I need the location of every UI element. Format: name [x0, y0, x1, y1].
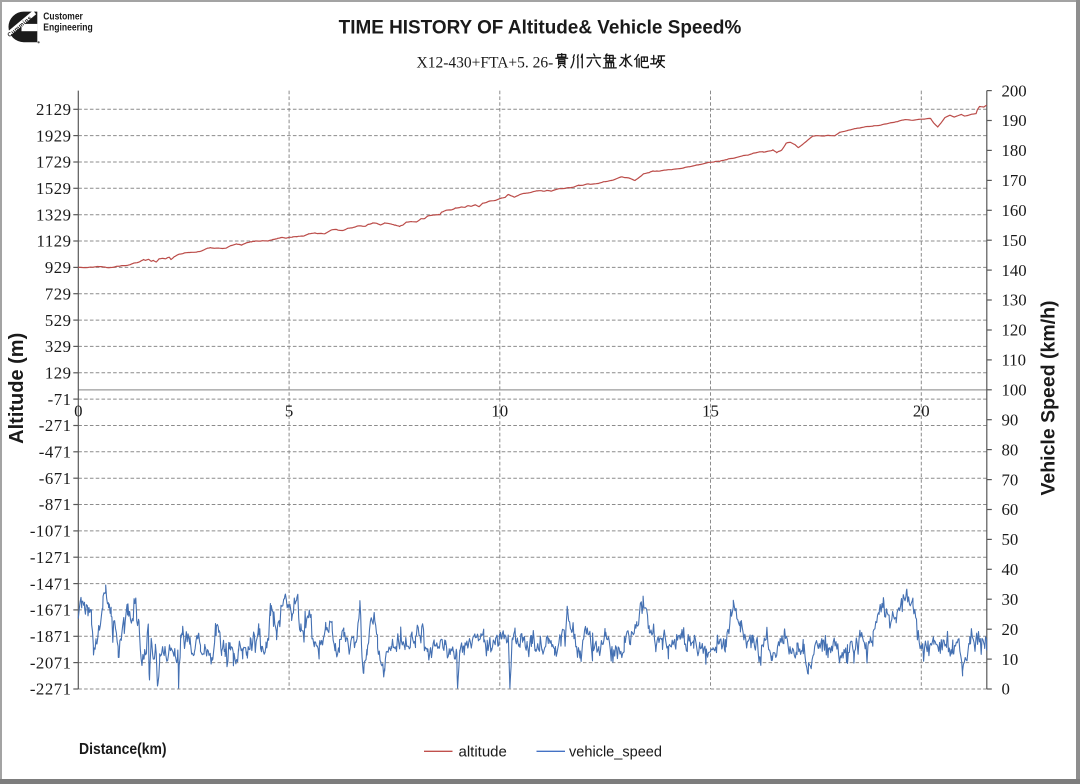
svg-text:30: 30 [1002, 590, 1019, 609]
svg-text:20: 20 [913, 401, 930, 420]
svg-text:60: 60 [1002, 500, 1019, 519]
svg-text:X12-430+FTA+5. 26-: X12-430+FTA+5. 26- [417, 55, 554, 72]
svg-text:-1871: -1871 [30, 627, 72, 646]
svg-text:2129: 2129 [36, 100, 72, 119]
svg-text:Altitude (m): Altitude (m) [6, 333, 28, 444]
svg-text:70: 70 [1002, 470, 1019, 489]
svg-text:-1671: -1671 [30, 601, 72, 620]
svg-text:-1071: -1071 [30, 522, 72, 541]
svg-text:110: 110 [1002, 351, 1027, 370]
svg-text:10: 10 [491, 401, 508, 420]
svg-text:1929: 1929 [36, 126, 72, 145]
svg-text:-2071: -2071 [30, 653, 72, 672]
svg-text:0: 0 [74, 401, 82, 420]
svg-text:129: 129 [45, 364, 72, 383]
svg-text:-1471: -1471 [30, 574, 72, 593]
svg-text:100: 100 [1002, 381, 1027, 400]
svg-text:Engineering: Engineering [43, 22, 92, 33]
svg-text:-71: -71 [48, 390, 72, 409]
svg-text:140: 140 [1002, 261, 1027, 280]
svg-text:0: 0 [1002, 680, 1010, 699]
svg-text:120: 120 [1002, 321, 1027, 340]
svg-text:130: 130 [1002, 291, 1027, 310]
svg-text:10: 10 [1002, 650, 1019, 669]
svg-text:altitude: altitude [459, 744, 507, 761]
svg-text:Customer: Customer [43, 11, 83, 22]
svg-text:20: 20 [1002, 620, 1019, 639]
svg-text:50: 50 [1002, 530, 1019, 549]
svg-text:729: 729 [45, 284, 72, 303]
svg-text:-471: -471 [39, 443, 72, 462]
svg-text:90: 90 [1002, 410, 1019, 429]
svg-text:1529: 1529 [36, 179, 72, 198]
svg-text:-2271: -2271 [30, 680, 72, 699]
svg-text:Vehicle Speed (km/h): Vehicle Speed (km/h) [1038, 300, 1060, 495]
svg-text:-271: -271 [39, 416, 72, 435]
svg-text:-871: -871 [39, 495, 72, 514]
svg-text:80: 80 [1002, 440, 1019, 459]
svg-text:160: 160 [1002, 201, 1027, 220]
svg-text:40: 40 [1002, 560, 1019, 579]
svg-text:150: 150 [1002, 231, 1027, 250]
svg-text:180: 180 [1002, 141, 1027, 160]
svg-text:329: 329 [45, 337, 72, 356]
svg-text:15: 15 [702, 401, 719, 420]
svg-text:-1271: -1271 [30, 548, 72, 567]
svg-text:1129: 1129 [37, 232, 72, 251]
svg-text:929: 929 [45, 258, 72, 277]
svg-text:5: 5 [285, 401, 293, 420]
svg-text:1329: 1329 [36, 205, 72, 224]
svg-text:Distance(km): Distance(km) [79, 741, 167, 758]
svg-text:170: 170 [1002, 171, 1027, 190]
svg-text:200: 200 [1002, 81, 1027, 100]
svg-text:190: 190 [1002, 111, 1027, 130]
svg-text:529: 529 [45, 311, 72, 330]
svg-text:vehicle_speed: vehicle_speed [569, 744, 662, 760]
svg-text:1729: 1729 [36, 153, 72, 172]
svg-text:-671: -671 [39, 469, 72, 488]
svg-text:TIME HISTORY OF Altitude& Vehi: TIME HISTORY OF Altitude& Vehicle Speed% [339, 17, 742, 38]
